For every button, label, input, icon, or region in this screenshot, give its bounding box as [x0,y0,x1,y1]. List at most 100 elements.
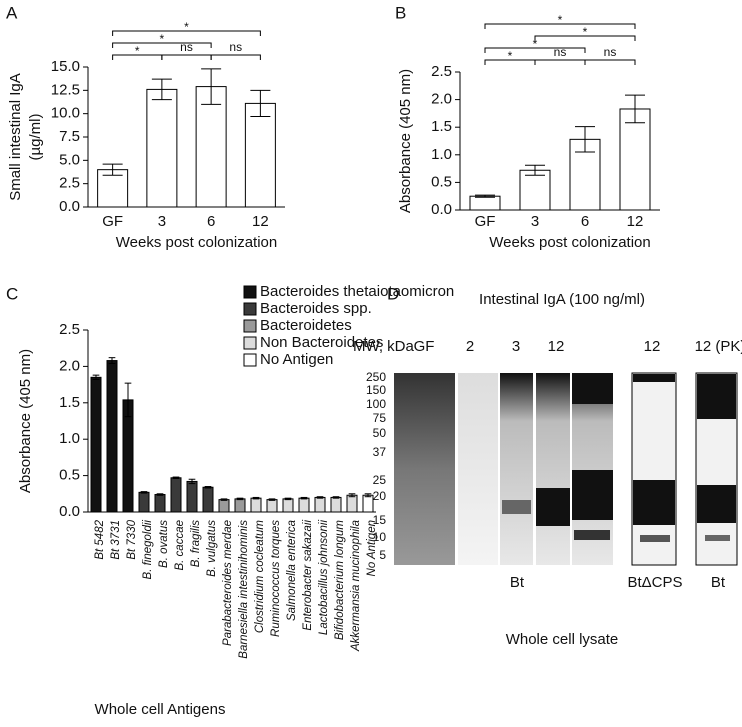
significance-bracket [112,42,212,48]
error-bar [204,486,212,489]
bar [154,494,166,513]
bar [362,494,374,513]
y-tick-label: 1.5 [59,394,80,411]
y-tick-label: 2.0 [59,357,80,374]
y-tick-label: 0.5 [59,467,80,484]
lane-label: 3 [512,338,520,355]
x-tick-label: 12 [627,213,644,230]
error-bar [124,382,132,418]
y-tick-label: 15.0 [51,58,80,75]
bar [244,102,276,208]
legend-swatch [243,336,257,350]
y-tick-label: 10.0 [51,105,80,122]
lane-label: GF [414,338,435,355]
error-bar [284,497,292,501]
x-tick-label: B. vulgatus [206,520,218,577]
bar [469,195,501,211]
error-bar [475,194,495,198]
bar [282,498,294,513]
lane-label: 12 (PK) [695,338,742,355]
x-tick-label: Barnesiella intestinihominis [238,520,250,659]
significance-label: * [184,20,189,34]
bar [218,499,230,513]
x-tick-label: Bt 5482 [94,519,106,559]
x-tick-label: 3 [531,213,539,230]
marker-label: 100 [366,397,386,411]
significance-bracket [534,59,586,65]
marker-label: 10 [373,530,387,544]
x-tick-label: Bt 3731 [110,520,122,560]
significance-label: * [558,13,563,27]
bar [186,480,198,513]
significance-label: * [160,32,165,46]
legend-swatch [243,285,257,299]
legend-swatch [243,302,257,316]
y-axis-label: Small intestinal IgA [7,73,24,201]
y-tick-label: 2.0 [431,91,452,108]
bar [250,497,262,513]
error-bar [172,476,180,480]
panel-label: D [387,284,399,303]
marker-label: 15 [373,513,387,527]
group-label: BtΔCPS [627,574,682,591]
bar [195,86,227,208]
x-tick-label: Akkermansia mucinophila [350,520,362,652]
significance-bracket [484,47,586,53]
significance-bracket [534,35,636,41]
panel-label: B [395,3,406,22]
y-tick-label: 0.0 [431,201,452,218]
error-bar [316,496,324,499]
lane-label: 12 [644,338,661,355]
error-bar [220,498,228,501]
error-bar [525,164,545,176]
y-tick-label: 2.5 [59,321,80,338]
significance-bracket [210,54,261,60]
significance-label: * [533,37,538,51]
legend-label: Bacteroides thetaiotaomicron [260,283,454,300]
error-bar [140,491,148,494]
error-bar [252,496,260,500]
x-tick-label: 6 [581,213,589,230]
x-tick-label: B. ovatus [158,520,170,568]
legend-swatch [243,319,257,333]
bar [298,497,310,513]
significance-label: ns [180,40,193,54]
error-bar [575,126,595,153]
x-axis-label: Weeks post colonization [116,234,277,251]
error-bar [364,493,372,498]
y-tick-label: 0.0 [59,503,80,520]
bar [106,360,118,513]
bar [234,498,246,513]
error-bar [188,478,196,485]
x-tick-label: B. caccae [174,520,186,571]
y-tick-label: 2.5 [431,63,452,80]
error-bar [102,163,123,176]
y-tick-label: 1.5 [431,118,452,135]
error-bar [201,68,222,105]
legend-label: Bacteroidetes [260,317,352,334]
group-label: Bt [711,574,726,591]
lane-label: 2 [466,338,474,355]
x-tick-label: No Antigen [366,520,378,576]
error-bar [268,498,276,501]
y-tick-label: 5.0 [59,151,80,168]
blot-footer: Whole cell lysate [506,631,619,648]
x-tick-label: Lactobacillus johnsonii [318,520,330,636]
x-tick-label: 12 [252,213,269,230]
blot-title: Intestinal IgA (100 ng/ml) [479,291,645,308]
marker-label: 37 [373,445,387,459]
bar [346,494,358,513]
significance-label: * [583,25,588,39]
error-bar [156,493,164,496]
bar [519,169,551,211]
significance-label: ns [229,40,242,54]
marker-label: 20 [373,489,387,503]
x-axis-label: Weeks post colonization [489,234,650,251]
significance-label: * [508,49,513,63]
y-axis-label: Absorbance (405 nm) [397,69,414,213]
legend-label: No Antigen [260,351,333,368]
legend-label: Bacteroides spp. [260,300,372,317]
panel-label: C [6,284,18,303]
significance-bracket [161,54,212,60]
